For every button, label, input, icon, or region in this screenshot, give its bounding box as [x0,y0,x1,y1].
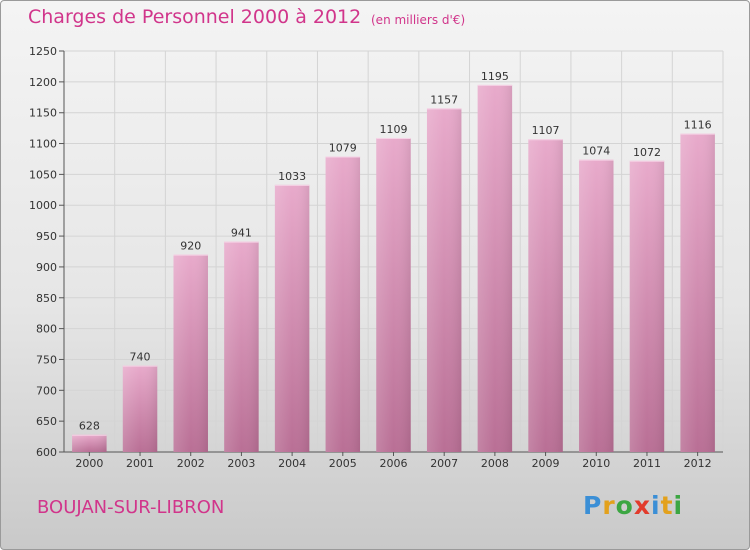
y-tick-label: 950 [36,230,57,243]
x-tick-label-2009: 2009 [532,457,560,470]
data-label-2008: 1195 [481,70,509,83]
data-label-2007: 1157 [430,93,458,106]
y-tick-label: 1000 [29,199,57,212]
x-tick-label-2002: 2002 [177,457,205,470]
data-label-2000: 628 [79,420,100,433]
y-tick-label: 1050 [29,168,57,181]
x-tick-label-2011: 2011 [633,457,661,470]
data-label-2002: 920 [180,240,201,253]
data-label-2012: 1116 [684,119,712,132]
data-label-2003: 941 [231,227,252,240]
x-tick-label-2001: 2001 [126,457,154,470]
x-tick-label-2004: 2004 [278,457,306,470]
y-tick-label: 1150 [29,107,57,120]
bar-shine-2009 [528,139,563,452]
y-tick-label: 750 [36,353,57,366]
bar-shine-2011 [629,160,665,452]
bar-shine-2006 [376,137,411,453]
x-tick-label-2008: 2008 [481,457,509,470]
label-layer: 628 740 920 941 1033 1079 1109 1157 1195 1107 1074… [79,70,712,433]
bar-shine-2012 [680,133,715,452]
y-tick-label: 1200 [29,76,57,89]
bar-shine-2005 [325,156,361,453]
bar-layer [72,84,715,453]
commune-name: BOUJAN-SUR-LIBRON [37,497,225,518]
x-tick-label-2000: 2000 [75,457,103,470]
y-tick-label: 850 [36,292,57,305]
bar-shine-2002 [173,254,208,452]
bar-shine-2010 [579,159,614,452]
y-tick-label: 1100 [29,138,57,151]
proxiti-logo: Proxiti [583,491,684,520]
x-tick-label-2010: 2010 [582,457,610,470]
y-tick-label: 800 [36,323,57,336]
x-tick-label-2006: 2006 [380,457,408,470]
x-tick-label-2012: 2012 [684,457,712,470]
y-tick-label: 1250 [29,45,57,58]
x-tick-label-2005: 2005 [329,457,357,470]
data-label-2006: 1109 [380,123,408,136]
bar-shine-2001 [122,365,158,452]
y-tick-label: 900 [36,261,57,274]
bar-shine-2004 [274,184,310,452]
data-label-2001: 740 [130,351,151,364]
x-tick-label-2003: 2003 [227,457,255,470]
data-label-2011: 1072 [633,146,661,159]
data-label-2005: 1079 [329,141,357,154]
bar-shine-2003 [224,241,259,452]
x-tick-label-2007: 2007 [430,457,458,470]
bar-shine-2008 [477,84,513,452]
bar-shine-2007 [426,108,462,453]
data-label-2010: 1074 [582,145,610,158]
data-label-2009: 1107 [532,124,560,137]
bar-shine-2000 [72,434,107,452]
chart-title: Charges de Personnel 2000 à 2012 [28,6,362,28]
y-tick-label: 600 [36,446,57,459]
y-tick-label: 650 [36,415,57,428]
y-tick-label: 700 [36,384,57,397]
data-label-2004: 1033 [278,170,306,183]
chart-unit: (en milliers d'€) [371,13,466,27]
